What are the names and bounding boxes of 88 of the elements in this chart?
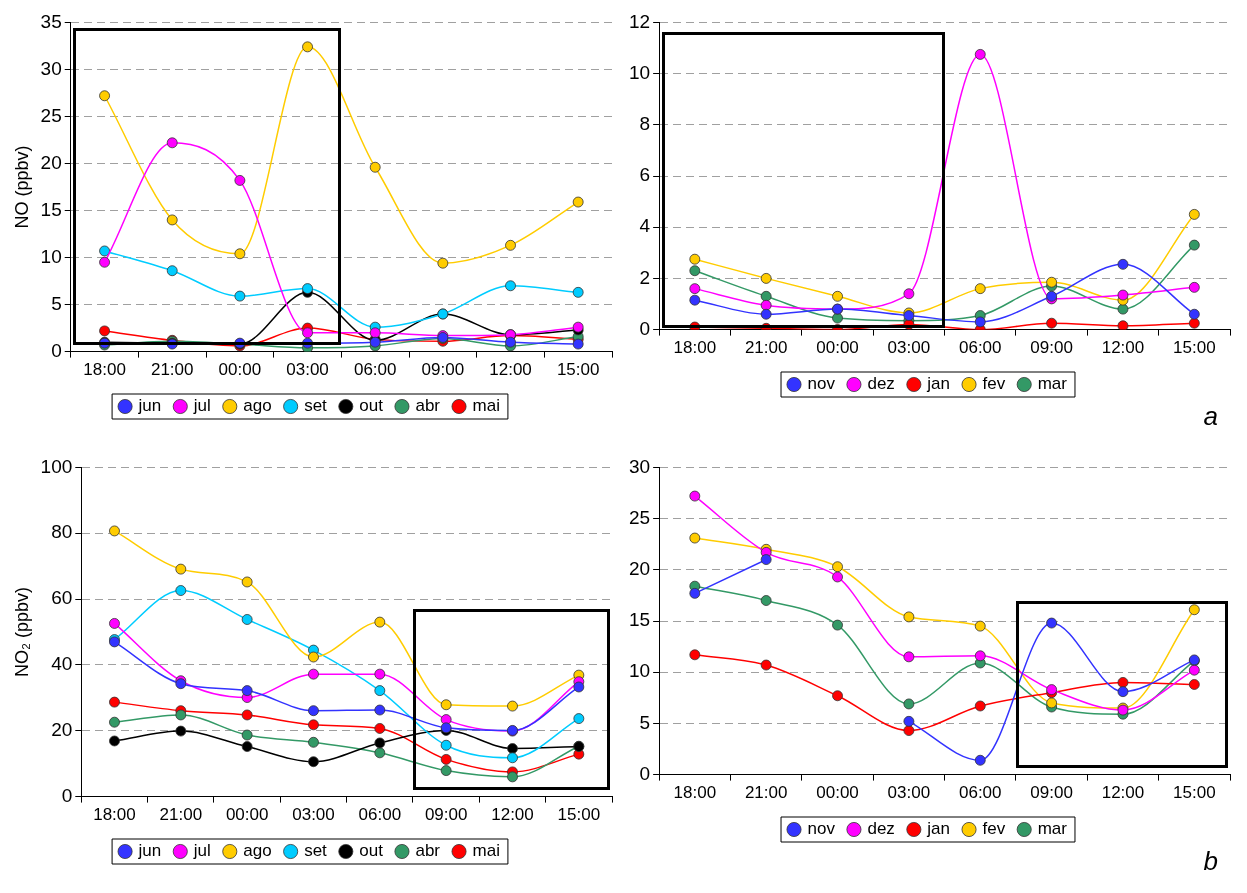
- x-tick-label: 00:00: [816, 783, 859, 803]
- legend-label: dez: [867, 374, 895, 394]
- legend-label: jul: [192, 841, 211, 861]
- x-tick-label: 15:00: [1173, 783, 1216, 803]
- legend-label: out: [359, 841, 384, 861]
- legend-label: jul: [192, 396, 211, 416]
- legend-label: mai: [472, 841, 500, 861]
- y-tick-label: 35: [40, 10, 62, 32]
- y-tick-label: 25: [40, 104, 62, 126]
- x-tick-label: 00:00: [225, 805, 269, 825]
- text: b: [1203, 846, 1218, 877]
- y-tick-label: 30: [40, 57, 62, 79]
- legend-label: mar: [1037, 374, 1068, 394]
- y-tick-label: 30: [628, 455, 651, 477]
- y-tick-label: 15: [40, 198, 62, 220]
- legend-label: jan: [926, 819, 951, 839]
- legend-label: jun: [137, 841, 162, 861]
- y-tick-label: 60: [51, 587, 73, 609]
- x-tick-label: 21:00: [744, 338, 788, 358]
- y-tick-label: 0: [639, 317, 651, 339]
- y-tick-label: 80: [51, 521, 73, 543]
- y-tick-label: 5: [639, 711, 651, 733]
- x-tick-label: 06:00: [358, 805, 402, 825]
- y-tick-label: 4: [639, 215, 651, 237]
- x-tick-label: 03:00: [292, 805, 335, 825]
- x-tick-label: 18:00: [93, 805, 136, 825]
- y-tick-label: 5: [51, 292, 62, 314]
- legend-label: nov: [807, 374, 836, 394]
- y-axis-title: NO₂ (ppbv): [11, 586, 32, 678]
- y-tick-label: 100: [40, 455, 73, 477]
- x-tick-label: 03:00: [286, 360, 329, 380]
- x-tick-label: 09:00: [1030, 338, 1073, 358]
- x-tick-label: 18:00: [673, 338, 717, 358]
- legend-label: abr: [415, 841, 441, 861]
- y-tick-label: 0: [51, 339, 62, 361]
- x-tick-label: 09:00: [424, 805, 468, 825]
- y-tick-label: 10: [40, 245, 62, 267]
- y-tick-label: 25: [628, 506, 651, 528]
- text: a: [1203, 401, 1218, 432]
- x-tick-label: 18:00: [673, 783, 717, 803]
- x-tick-label: 15:00: [556, 360, 600, 380]
- x-tick-label: 12:00: [1101, 338, 1145, 358]
- y-tick-label: 10: [628, 660, 651, 682]
- y-tick-label: 0: [61, 784, 73, 806]
- x-tick-label: 12:00: [491, 805, 534, 825]
- x-tick-label: 15:00: [557, 805, 601, 825]
- legend-label: mar: [1037, 819, 1068, 839]
- x-tick-label: 03:00: [887, 338, 931, 358]
- legend-label: fev: [982, 374, 1006, 394]
- legend-label: nov: [807, 819, 836, 839]
- legend-label: ago: [243, 841, 272, 861]
- x-tick-label: 00:00: [218, 360, 262, 380]
- x-tick-label: 09:00: [1030, 783, 1073, 803]
- y-tick-label: 2: [639, 266, 651, 288]
- y-tick-label: 40: [51, 653, 73, 675]
- y-tick-label: 0: [639, 762, 651, 784]
- legend-label: fev: [982, 819, 1006, 839]
- x-tick-label: 15:00: [1173, 338, 1216, 358]
- x-tick-label: 00:00: [816, 338, 859, 358]
- legend-label: ago: [243, 396, 272, 416]
- y-tick-label: 15: [628, 609, 651, 631]
- x-tick-label: 21:00: [159, 805, 203, 825]
- y-tick-label: 20: [51, 718, 73, 740]
- x-tick-label: 21:00: [150, 360, 194, 380]
- y-tick-label: 20: [628, 558, 651, 580]
- legend-label: abr: [415, 396, 441, 416]
- legend-label: dez: [867, 819, 895, 839]
- y-tick-label: 8: [639, 113, 651, 135]
- legend-label: jan: [926, 374, 951, 394]
- x-tick-label: 21:00: [744, 783, 788, 803]
- x-tick-label: 12:00: [1101, 783, 1145, 803]
- y-tick-label: 12: [628, 10, 651, 32]
- x-tick-label: 09:00: [421, 360, 465, 380]
- y-tick-label: 20: [40, 151, 62, 173]
- legend-label: set: [304, 396, 328, 416]
- y-axis-title: NO (ppbv): [11, 145, 32, 229]
- x-tick-label: 18:00: [83, 360, 126, 380]
- y-tick-label: 10: [628, 61, 651, 83]
- legend-label: set: [304, 841, 328, 861]
- legend-label: mai: [472, 396, 500, 416]
- x-tick-label: 06:00: [958, 338, 1002, 358]
- x-tick-label: 06:00: [958, 783, 1002, 803]
- x-tick-label: 06:00: [353, 360, 397, 380]
- y-tick-label: 6: [639, 164, 651, 186]
- x-tick-label: 03:00: [887, 783, 931, 803]
- x-tick-label: 12:00: [489, 360, 532, 380]
- legend-label: out: [359, 396, 384, 416]
- legend-label: jun: [137, 396, 162, 416]
